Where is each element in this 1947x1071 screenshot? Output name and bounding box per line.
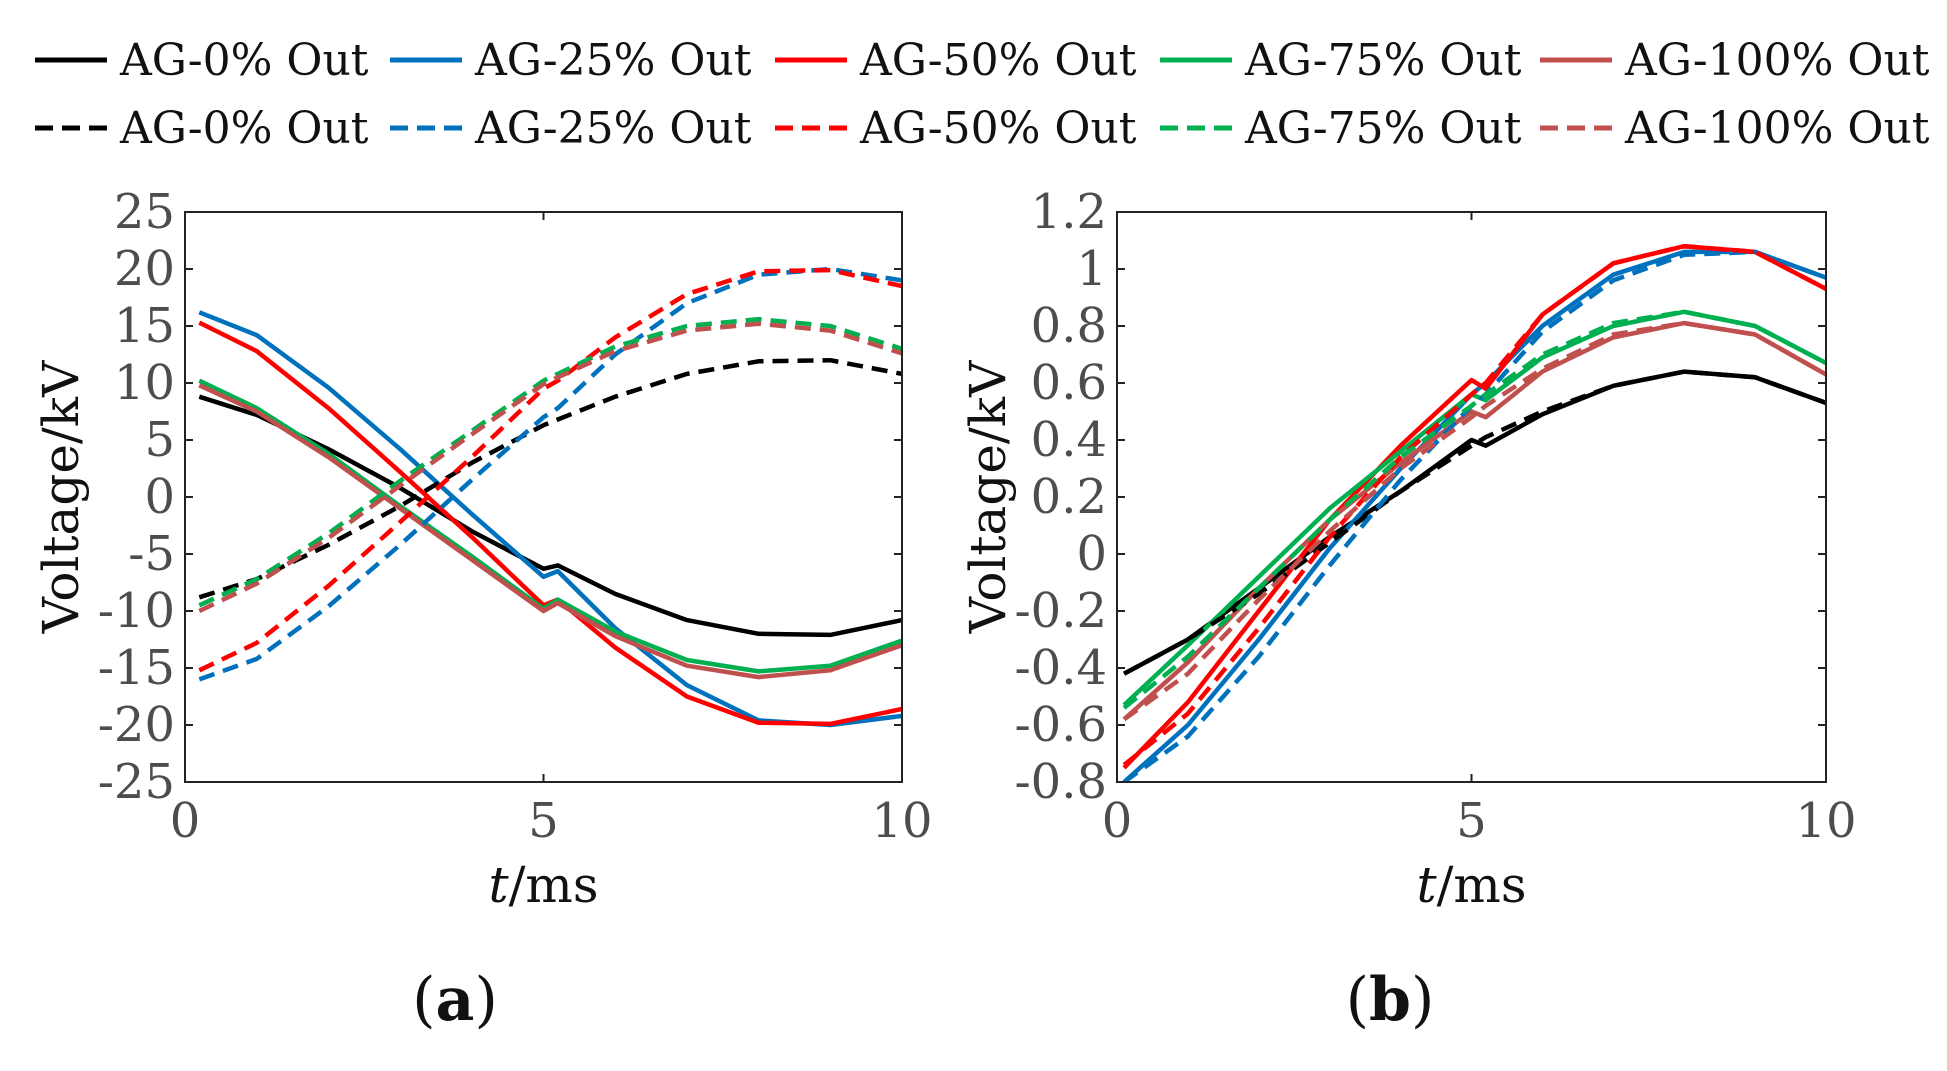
legend-label: AG-0% Out [119, 35, 369, 86]
y-tick-label: 0.6 [1031, 355, 1107, 411]
x-tick-label: 5 [1456, 793, 1487, 849]
legend-label: AG-50% Out [859, 103, 1137, 154]
series-line-dashed-8 [198, 316, 902, 608]
x-axis-label-unit: /ms [509, 856, 599, 914]
y-tick-label: 5 [144, 412, 175, 468]
x-tick-label: 0 [170, 793, 201, 849]
series-line-solid-1 [1122, 249, 1826, 782]
panel-label: (a) [412, 965, 498, 1035]
y-tick-label: -0.6 [1014, 697, 1107, 753]
legend-label: AG-100% Out [1624, 103, 1930, 154]
y-tick-label: 15 [114, 298, 175, 354]
y-tick-label: -10 [98, 583, 175, 639]
y-tick-label: -25 [98, 754, 175, 810]
y-tick-label: 0 [144, 469, 175, 525]
x-tick-label: 5 [528, 793, 559, 849]
y-tick-label: 20 [114, 241, 175, 297]
series-line-dashed-5 [1123, 369, 1826, 676]
series-group [1122, 243, 1826, 782]
y-axis-label: Voltage/kV [959, 360, 1017, 634]
y-tick-label: -0.4 [1014, 640, 1107, 696]
series-line-dashed-8 [1122, 309, 1826, 710]
y-tick-label: 1.2 [1031, 184, 1107, 240]
y-tick-label: -20 [98, 697, 175, 753]
panel-label-close: ) [1411, 965, 1434, 1035]
y-tick-label: -5 [128, 526, 175, 582]
x-tick-label: 0 [1102, 793, 1133, 849]
legend-label: AG-50% Out [859, 35, 1137, 86]
x-axis-label: t/ms [1416, 856, 1526, 914]
panel-label: (b) [1346, 965, 1435, 1035]
y-tick-label: -0.2 [1014, 583, 1107, 639]
x-axis-label-italic: t [1416, 856, 1437, 914]
x-axis-label: t/ms [488, 856, 598, 914]
series-line-dashed-7 [1122, 243, 1826, 767]
series-line-solid-3 [198, 378, 902, 674]
x-axis-label-unit: /ms [1437, 856, 1527, 914]
panel-label-letter: a [436, 965, 475, 1035]
panel-label-letter: b [1369, 965, 1411, 1035]
legend-label: AG-75% Out [1244, 103, 1522, 154]
y-tick-label: 0.2 [1031, 469, 1107, 525]
legend-label: AG-25% Out [474, 35, 752, 86]
y-tick-label: -0.8 [1014, 754, 1107, 810]
y-tick-label: 0.8 [1031, 298, 1107, 354]
legend-label: AG-75% Out [1244, 35, 1522, 86]
series-line-dashed-5 [198, 357, 902, 600]
legend-label: AG-25% Out [474, 103, 752, 154]
panel-b: 1.210.80.60.40.20-0.2-0.4-0.6-0.80 5 10t/m… [959, 184, 1857, 1035]
panel-label-open: ( [412, 965, 435, 1035]
y-tick-label: 25 [114, 184, 175, 240]
x-tick-label: 10 [871, 793, 932, 849]
x-axis-label-italic: t [488, 856, 509, 914]
y-tick-label: 0.4 [1031, 412, 1107, 468]
axes-frame [184, 211, 903, 783]
legend: AG-0% Out AG-25% Out AG-50% Out AG-75% Out A… [35, 35, 1930, 154]
y-tick-label: 0 [1076, 526, 1107, 582]
panel-label-close: ) [474, 965, 497, 1035]
x-tick-label: 10 [1795, 793, 1856, 849]
legend-label: AG-100% Out [1624, 35, 1930, 86]
legend-label: AG-0% Out [119, 103, 369, 154]
series-line-dashed-6 [1122, 249, 1826, 782]
series-line-dashed-6 [198, 266, 902, 682]
series-line-solid-4 [198, 383, 902, 680]
panel-label-open: ( [1346, 965, 1369, 1035]
series-line-dashed-9 [1122, 320, 1826, 722]
series-line-dashed-9 [198, 321, 902, 614]
y-tick-label: 1 [1076, 241, 1107, 297]
y-tick-label: 10 [114, 355, 175, 411]
series-line-solid-0 [198, 394, 902, 638]
y-tick-label: -15 [98, 640, 175, 696]
series-group [198, 266, 902, 728]
series-line-dashed-7 [198, 267, 902, 673]
series-line-solid-1 [198, 310, 902, 728]
y-axis-label: Voltage/kV [32, 360, 90, 634]
